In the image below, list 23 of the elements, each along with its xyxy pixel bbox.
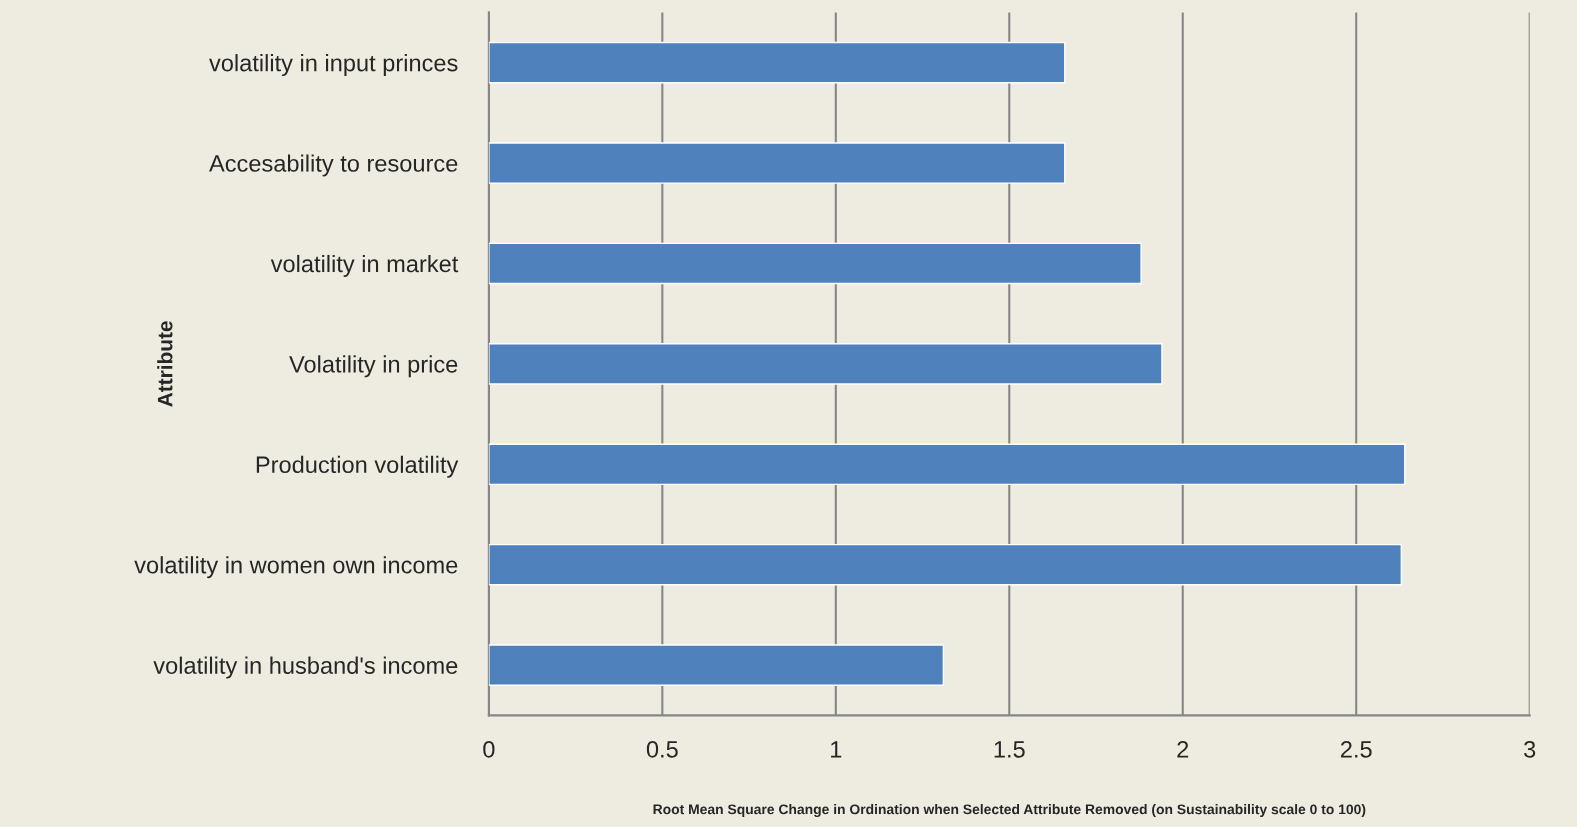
x-tick-label: 1.5	[994, 741, 1025, 758]
x-tick-label: 1	[831, 741, 842, 758]
y-tick-label: volatility in women own income	[134, 556, 458, 579]
bar	[488, 443, 1406, 486]
x-tick-label: 0.5	[646, 740, 678, 758]
y-tick-label: Production volatility	[256, 455, 459, 478]
x-tick-label: 3	[1524, 740, 1536, 758]
x-tick-label: 2.5	[1341, 740, 1372, 758]
bar	[488, 343, 1163, 385]
bar	[488, 142, 1066, 184]
x-tick-label: 0	[483, 740, 495, 758]
bar	[488, 543, 1403, 586]
bar	[488, 242, 1142, 285]
y-tick-label: volatility in market	[270, 254, 459, 277]
y-tick-label: volatility in input princes	[209, 54, 458, 77]
x-tick-label: 2	[1177, 740, 1189, 758]
x-axis-title: Root Mean Square Change in Ordination when Selected Attribute Removed (on Sustainability scale 0 to 100)	[653, 804, 1366, 818]
bar	[488, 644, 945, 686]
y-tick-label: Accesability to resource	[209, 154, 458, 177]
y-axis-title: Attribute	[157, 321, 173, 407]
y-tick-label: Volatility in price	[289, 355, 458, 378]
bar	[488, 41, 1066, 84]
y-tick-label: volatility in husband's income	[153, 656, 458, 679]
